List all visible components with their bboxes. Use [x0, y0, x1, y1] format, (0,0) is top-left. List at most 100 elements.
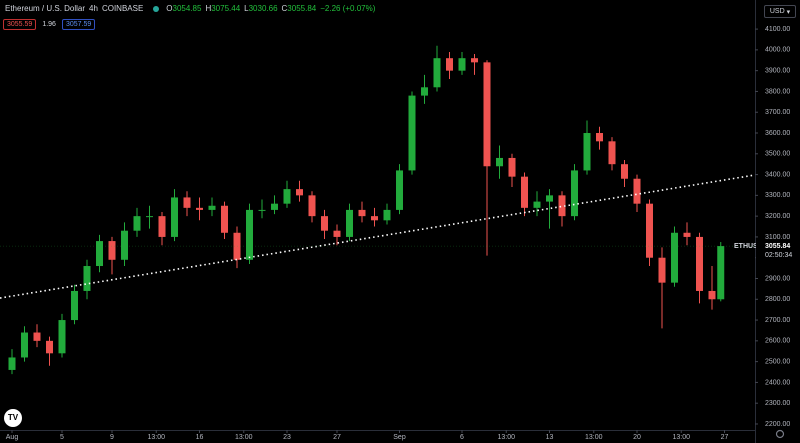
y-tick-label: 3400.00: [765, 171, 790, 178]
ohlc-value: 3030.66: [248, 4, 278, 13]
sell-button[interactable]: 3055.59: [3, 19, 37, 30]
currency: USD: [769, 8, 785, 15]
y-tick-label: 4000.00: [765, 47, 790, 54]
ohlc-label: L: [244, 4, 249, 13]
candle-body: [258, 209, 266, 211]
y-tick-label: 3800.00: [765, 88, 790, 95]
candle-body: [83, 266, 91, 291]
y-tick-label: 2400.00: [765, 379, 790, 386]
market-status: [153, 5, 160, 12]
candle-body: [158, 216, 166, 237]
y-tick-label: 3100.00: [765, 234, 790, 241]
candle-body: [621, 164, 628, 179]
candle-body: [683, 232, 691, 237]
candle-body: [696, 236, 703, 291]
x-tick-label: Sep: [393, 434, 406, 441]
countdown: 02:50:34: [765, 252, 792, 259]
ticker-label: ETHUSD: [734, 243, 763, 250]
y-tick-label: 2200.00: [765, 421, 790, 428]
svg-text:TV: TV: [8, 413, 19, 422]
x-tick-label: 16: [196, 434, 204, 441]
candle-body: [296, 189, 303, 196]
candle-body: [496, 157, 503, 167]
y-tick-label: 2500.00: [765, 358, 790, 365]
candle-body: [633, 178, 641, 204]
candle-body: [508, 157, 516, 177]
candle-body: [96, 241, 103, 267]
x-tick-label: 13:00: [672, 434, 690, 441]
x-tick-label: 23: [283, 434, 291, 441]
buy-button[interactable]: 3057.59: [61, 19, 96, 30]
last-price: 3055.84: [765, 243, 790, 250]
candle-body: [571, 170, 578, 217]
y-tick-label: 2300.00: [765, 400, 790, 407]
candle-body: [108, 241, 116, 260]
interval[interactable]: 4h: [89, 4, 98, 13]
dropdown-arrow: ▾: [786, 8, 791, 16]
candle-body: [371, 216, 378, 221]
candle-body: [171, 197, 178, 237]
x-tick-label: 27: [721, 434, 729, 441]
candle-body: [521, 176, 528, 208]
candle-body: [608, 141, 616, 165]
x-tick-label: 13:00: [497, 434, 515, 441]
tradingview-logo: TV: [4, 409, 22, 427]
x-tick-label: 13: [546, 434, 554, 441]
candle-body: [196, 207, 203, 210]
candle-body: [21, 332, 28, 358]
exchange: COINBASE: [101, 4, 144, 13]
y-tick-label: 3900.00: [765, 68, 790, 75]
spread: 1.96: [42, 21, 56, 28]
candle-body: [421, 87, 428, 96]
candle-body: [146, 216, 153, 218]
candle-body: [471, 58, 478, 63]
candle-body: [383, 209, 391, 221]
settings-icon[interactable]: [775, 429, 785, 439]
price-tag: [756, 240, 800, 262]
y-tick-label: 2700.00: [765, 317, 790, 324]
candle-body: [546, 195, 553, 202]
candle-body: [583, 133, 591, 171]
change: −2.26 (+0.07%): [320, 4, 376, 13]
y-tick-label: 3500.00: [765, 151, 790, 158]
x-tick-label: Aug: [6, 434, 19, 441]
x-tick-label: 13:00: [585, 434, 603, 441]
y-tick-label: 3200.00: [765, 213, 790, 220]
candles: [0, 45, 755, 375]
candle-body: [321, 216, 328, 231]
candle-body: [558, 195, 566, 217]
candle-body: [396, 170, 403, 210]
candle-body: [58, 320, 66, 354]
y-tick-label: 2900.00: [765, 275, 790, 282]
candle-body: [646, 203, 653, 258]
x-tick-label: 20: [633, 434, 641, 441]
candle-body: [308, 195, 316, 217]
y-tick-label: 3600.00: [765, 130, 790, 137]
symbol-title[interactable]: Ethereum / U.S. Dollar: [5, 4, 86, 13]
x-tick-label: 6: [460, 434, 464, 441]
currency-select[interactable]: USD ▾: [764, 5, 796, 18]
ohlc-value: 3055.84: [287, 4, 317, 13]
candle-body: [33, 332, 41, 341]
y-tick-label: 4100.00: [765, 26, 790, 33]
candle-body: [708, 290, 716, 300]
candle-body: [333, 230, 341, 237]
ohlc-label: C: [281, 4, 288, 13]
candle-body: [133, 216, 141, 231]
x-tick-label: 13:00: [147, 434, 165, 441]
candle-body: [8, 357, 16, 370]
candle-body: [71, 290, 78, 321]
ohlc-value: 3075.44: [211, 4, 241, 13]
candle-body: [271, 203, 278, 210]
candle-body: [121, 230, 128, 260]
trade-buttons: 3055.59 1.96 3057.59: [3, 19, 96, 30]
x-tick-label: 5: [60, 434, 64, 441]
candle-body: [717, 246, 725, 300]
y-tick-label: 2800.00: [765, 296, 790, 303]
candle-body: [483, 62, 491, 167]
trendline: [0, 174, 755, 299]
x-tick-label: 9: [110, 434, 114, 441]
